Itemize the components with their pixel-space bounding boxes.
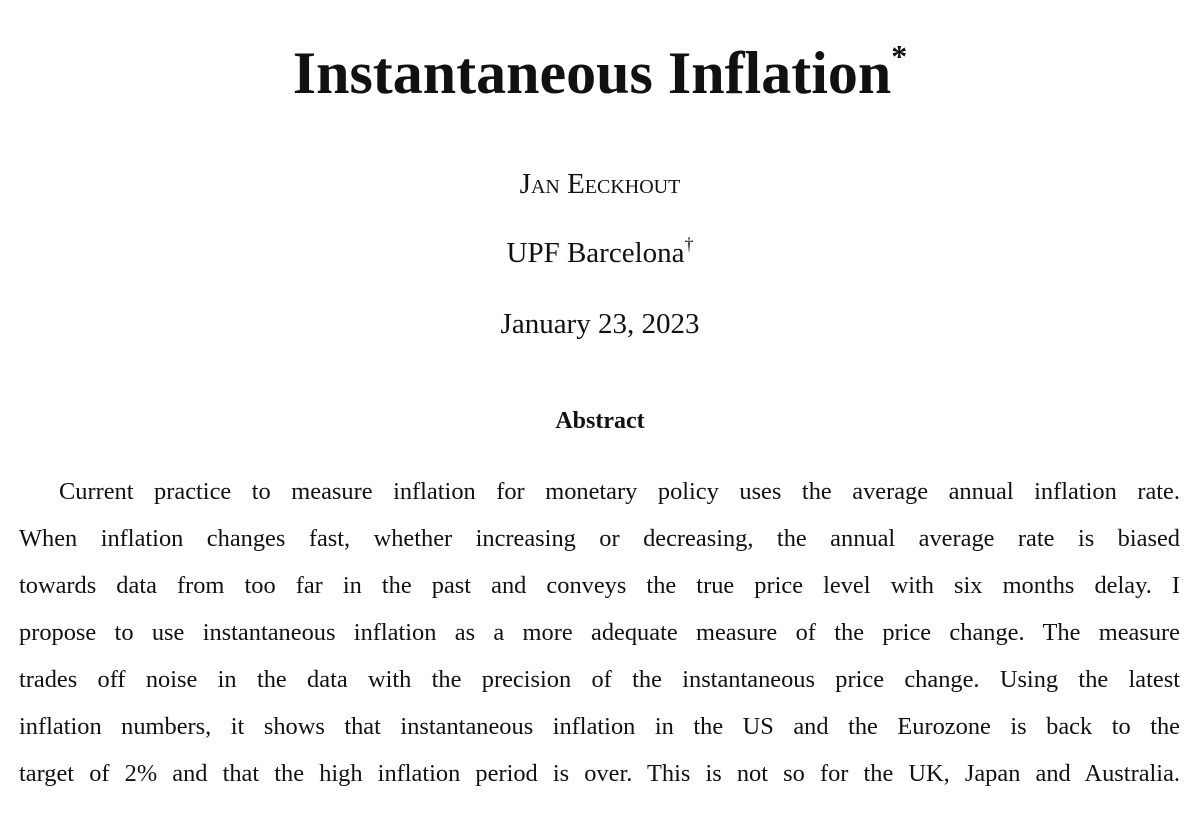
abstract-line: propose to use instantaneous inflation a… bbox=[19, 619, 1180, 646]
abstract-line: towards data from too far in the past an… bbox=[19, 572, 1180, 599]
author: Jan Eeckhout bbox=[519, 168, 681, 200]
abstract: Current practice to measure inflation fo… bbox=[19, 474, 1180, 803]
date: January 23, 2023 bbox=[500, 308, 700, 340]
abstract-line: Current practice to measure inflation fo… bbox=[59, 478, 1180, 505]
abstract-line: inflation numbers, it shows that instant… bbox=[19, 713, 1180, 740]
affiliation: UPF Barcelona† bbox=[0, 234, 1200, 270]
abstract-line: target of 2% and that the high inflation… bbox=[19, 760, 1180, 787]
abstract-heading: Abstract bbox=[555, 408, 645, 434]
affiliation-text: UPF Barcelona bbox=[506, 237, 685, 269]
affiliation-footnote-mark: † bbox=[684, 234, 694, 254]
abstract-line: trades off noise in the data with the pr… bbox=[19, 666, 1180, 693]
title-footnote-mark: * bbox=[891, 38, 908, 74]
abstract-line: When inflation changes fast, whether inc… bbox=[19, 525, 1180, 552]
paper-title: Instantaneous Inflation* bbox=[0, 38, 1200, 108]
title-text: Instantaneous Inflation bbox=[292, 40, 892, 106]
